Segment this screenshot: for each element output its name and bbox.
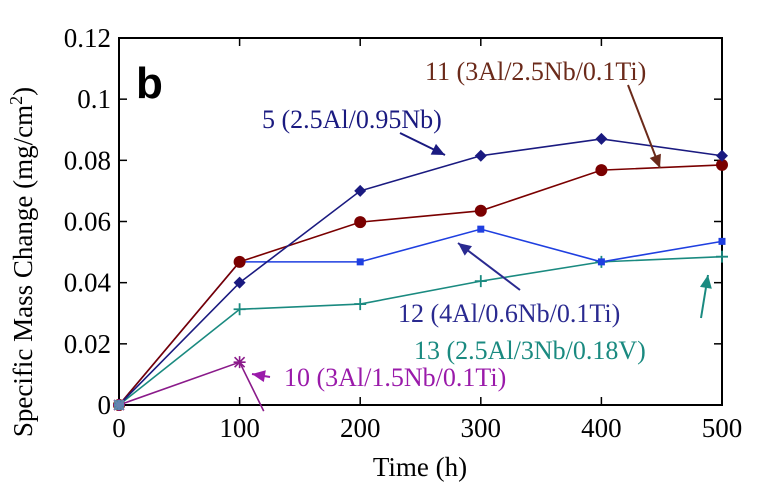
annotation-0: 11 (3Al/2.5Nb/0.1Ti) bbox=[425, 57, 661, 169]
series-line bbox=[118, 361, 265, 412]
annotation-arrowhead bbox=[458, 243, 472, 256]
y-tick-label: 0.02 bbox=[64, 329, 111, 359]
data-point-circle bbox=[474, 204, 487, 217]
annotation-arrowhead bbox=[699, 275, 712, 289]
data-point-square bbox=[597, 258, 605, 266]
data-point-square bbox=[718, 237, 726, 245]
series-line bbox=[118, 138, 723, 406]
data-point-circle bbox=[716, 158, 728, 171]
annotation-1: 5 (2.5Al/0.95Nb) bbox=[262, 105, 446, 156]
annotation-label: 11 (3Al/2.5Nb/0.1Ti) bbox=[425, 57, 646, 86]
series-1 bbox=[113, 158, 728, 411]
data-point-diamond bbox=[354, 184, 367, 197]
x-tick-label: 300 bbox=[461, 413, 502, 443]
data-point-circle bbox=[595, 164, 608, 177]
data-point-plus bbox=[474, 275, 487, 288]
y-tick-label: 0.06 bbox=[64, 207, 111, 237]
series-layer bbox=[113, 132, 728, 412]
y-tick-label: 0.04 bbox=[64, 268, 112, 298]
annotation-label: 13 (2.5Al/3Nb/0.18V) bbox=[414, 336, 646, 365]
series-line bbox=[118, 164, 723, 406]
origin-marker bbox=[114, 400, 124, 410]
annotation-layer: 11 (3Al/2.5Nb/0.1Ti) 5 (2.5Al/0.95Nb) 12 (… bbox=[251, 57, 712, 392]
annotation-2: 12 (4Al/0.6Nb/0.1Ti) bbox=[398, 242, 620, 328]
series-line bbox=[118, 255, 723, 406]
y-tick-label: 0.1 bbox=[77, 84, 111, 114]
annotation-arrow-line bbox=[627, 84, 661, 169]
x-tick-label: 0 bbox=[112, 413, 126, 443]
y-axis-label-superscript: 2 bbox=[6, 96, 26, 105]
data-point-diamond bbox=[595, 132, 608, 145]
data-point-square bbox=[477, 225, 485, 233]
y-axis-label-close: ) bbox=[8, 87, 38, 96]
x-tick-label: 400 bbox=[581, 413, 622, 443]
y-axis-label: Specific Mass Change (mg/cm2) bbox=[6, 87, 38, 437]
annotation-arrowhead bbox=[649, 153, 661, 168]
annotation-label: 5 (2.5Al/0.95Nb) bbox=[262, 105, 442, 134]
data-point-diamond bbox=[474, 149, 487, 162]
x-tick-label: 500 bbox=[702, 413, 743, 443]
data-point-diamond bbox=[233, 276, 246, 289]
annotation-label: 12 (4Al/0.6Nb/0.1Ti) bbox=[398, 299, 620, 328]
annotation-arrowhead bbox=[430, 143, 445, 155]
y-tick-label: 0 bbox=[98, 390, 112, 420]
x-axis-label: Time (h) bbox=[373, 452, 467, 482]
annotation-arrowhead bbox=[252, 370, 266, 383]
data-point-star bbox=[233, 356, 246, 369]
plot-area: 0 100 200 300 400 500 0 0.02 0.04 0.06 0.08 0.1 0.12 bbox=[64, 23, 743, 443]
data-point-diamond bbox=[716, 149, 728, 162]
data-point-square bbox=[356, 258, 364, 266]
series-4 bbox=[113, 356, 265, 412]
y-tick-label: 0.12 bbox=[64, 23, 111, 53]
data-point-circle bbox=[354, 216, 367, 229]
x-tick-label: 100 bbox=[219, 413, 260, 443]
y-tick-label: 0.08 bbox=[64, 145, 111, 175]
annotation-4: 10 (3Al/1.5Nb/0.1Ti) bbox=[251, 363, 506, 392]
data-point-circle bbox=[233, 255, 246, 268]
data-point-plus bbox=[716, 250, 728, 263]
x-tick-label: 200 bbox=[340, 413, 381, 443]
y-axis-label-main: Specific Mass Change (mg/cm bbox=[8, 105, 38, 437]
data-point-plus bbox=[233, 303, 246, 316]
annotation-3: 13 (2.5Al/3Nb/0.18V) bbox=[414, 274, 712, 365]
panel-label: b bbox=[136, 59, 163, 108]
data-point-plus bbox=[354, 298, 367, 311]
annotation-label: 10 (3Al/1.5Nb/0.1Ti) bbox=[284, 363, 506, 392]
